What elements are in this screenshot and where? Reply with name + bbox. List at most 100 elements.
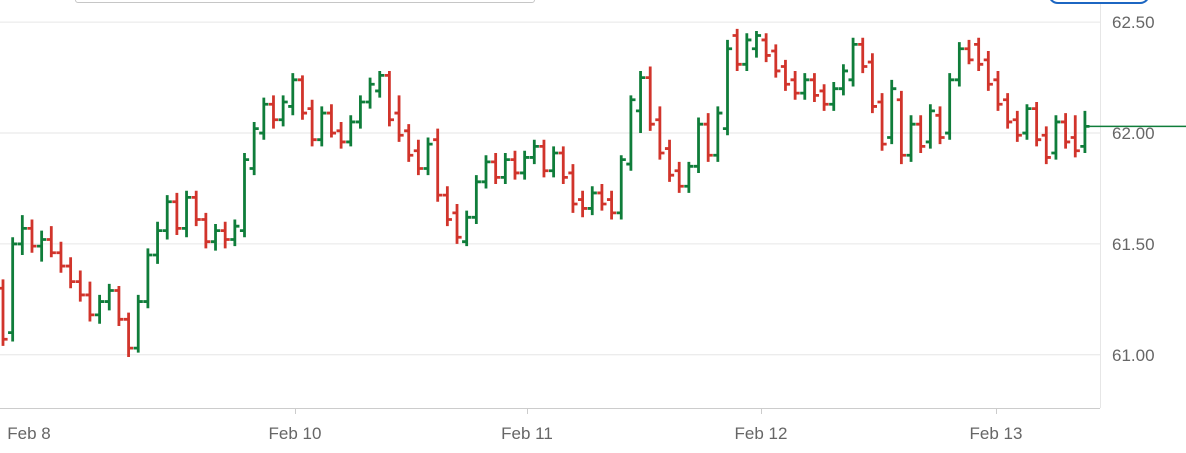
- ohlc-bar: [442, 186, 452, 227]
- ohlc-bar: [471, 175, 481, 224]
- ohlc-bar: [336, 121, 346, 149]
- ohlc-bar: [394, 95, 404, 142]
- x-tick-label: Feb 11: [501, 424, 553, 443]
- ohlc-bar: [1022, 104, 1032, 140]
- ohlc-bar: [974, 37, 984, 71]
- ohlc-bar: [413, 139, 423, 176]
- ohlc-bar: [326, 104, 337, 138]
- ohlc-bar: [568, 164, 578, 213]
- ohlc-bar: [317, 106, 327, 147]
- ohlc-bar: [346, 115, 356, 147]
- ohlc-bar: [800, 73, 810, 100]
- ohlc-bar: [809, 73, 820, 102]
- ohlc-bar: [452, 204, 462, 244]
- ohlc-bar: [365, 77, 375, 109]
- ohlc-bar: [66, 257, 76, 289]
- ohlc-bar: [993, 70, 1003, 111]
- ohlc-bar: [606, 190, 617, 220]
- ohlc-bar: [626, 95, 636, 171]
- ohlc-bar: [288, 73, 298, 116]
- ohlc-bar: [162, 195, 172, 240]
- x-tick-label: Feb 8: [7, 424, 50, 443]
- toolbar-control-partial[interactable]: [75, 0, 535, 3]
- ohlc-bar: [1003, 93, 1013, 129]
- ohlc-bar: [481, 155, 491, 189]
- ohlc-bar: [703, 113, 713, 162]
- ohlc-bar: [1041, 126, 1051, 165]
- ohlc-bar: [268, 95, 279, 129]
- ohlc-bar: [17, 215, 27, 255]
- ohlc-bar: [75, 270, 85, 302]
- ohlc-bar: [867, 53, 877, 114]
- ohlc-bar: [684, 161, 694, 193]
- ohlc-bar: [925, 104, 935, 149]
- ohlc-bar: [462, 210, 472, 247]
- ohlc-bar: [848, 37, 858, 87]
- ohlc-bar: [85, 281, 95, 322]
- ohlc-bar: [693, 117, 704, 173]
- ohlc-bar: [655, 106, 665, 160]
- ohlc-bar: [558, 146, 568, 185]
- ohlc-bar: [954, 42, 964, 87]
- ohlc-bar: [56, 241, 66, 273]
- ohlc-bar: [877, 93, 887, 151]
- ohlc-bar: [1051, 115, 1061, 160]
- ohlc-bar: [104, 283, 114, 311]
- ohlc-bar: [896, 90, 906, 165]
- ohlc-bar: [829, 82, 839, 111]
- ohlc-bar: [95, 294, 105, 324]
- ohlc-bar: [201, 212, 211, 249]
- ohlc-bar: [732, 28, 742, 71]
- ohlc-bar: [297, 75, 308, 120]
- ohlc-bar: [46, 226, 56, 258]
- ohlc-bar: [8, 237, 18, 342]
- ohlc-bar: [1061, 113, 1071, 149]
- ohlc-bar: [539, 139, 549, 178]
- ohlc-bar: [1080, 110, 1090, 153]
- ohlc-bar: [761, 33, 771, 63]
- ohlc-bar: [587, 186, 597, 216]
- ohlc-bar: [906, 115, 916, 162]
- top-right-button-partial[interactable]: [1048, 0, 1150, 4]
- ohlc-bar: [220, 221, 230, 249]
- ohlc-bar: [578, 190, 588, 218]
- ohlc-bar: [742, 33, 752, 71]
- ohlc-bar: [278, 95, 288, 127]
- ohlc-bar: [423, 137, 433, 176]
- ohlc-bar: [935, 106, 945, 145]
- ohlc-bar: [751, 31, 762, 58]
- ohlc-bar: [1070, 115, 1080, 158]
- x-tick-label: Feb 13: [970, 424, 1023, 443]
- ohlc-bar: [887, 79, 897, 145]
- y-tick-label: 62.00: [1112, 124, 1155, 143]
- ohlc-bar: [307, 99, 317, 147]
- ohlc-bar: [945, 73, 955, 140]
- ohlc-bar: [143, 248, 153, 309]
- ohlc-bar: [616, 155, 626, 220]
- ohlc-bar: [790, 70, 800, 100]
- ohlc-bar: [635, 70, 646, 134]
- ohlc-bar: [780, 59, 791, 91]
- ohlc-bar: [230, 219, 240, 247]
- ohlc-bar: [916, 115, 926, 153]
- ohlc-bar: [713, 106, 723, 162]
- ohlc-bar: [433, 128, 443, 202]
- ohlc-bar: [239, 153, 250, 238]
- x-tick-label: Feb 12: [735, 424, 788, 443]
- ohlc-bar: [404, 124, 414, 162]
- ohlc-bar: [510, 150, 520, 180]
- ohlc-bar: [645, 66, 655, 131]
- ohlc-bar: [983, 51, 993, 91]
- y-tick-label: 61.50: [1112, 235, 1155, 254]
- ohlc-bar: [37, 230, 47, 262]
- x-tick-label: Feb 10: [269, 424, 322, 443]
- ohlc-bar: [964, 39, 974, 65]
- ohlc-bar: [114, 286, 124, 326]
- ohlc-bar: [355, 95, 366, 129]
- ohlc-bar: [181, 190, 192, 238]
- y-tick-label: 61.00: [1112, 346, 1155, 365]
- ohlc-bar: [491, 153, 501, 185]
- ohlc-bar: [520, 150, 530, 180]
